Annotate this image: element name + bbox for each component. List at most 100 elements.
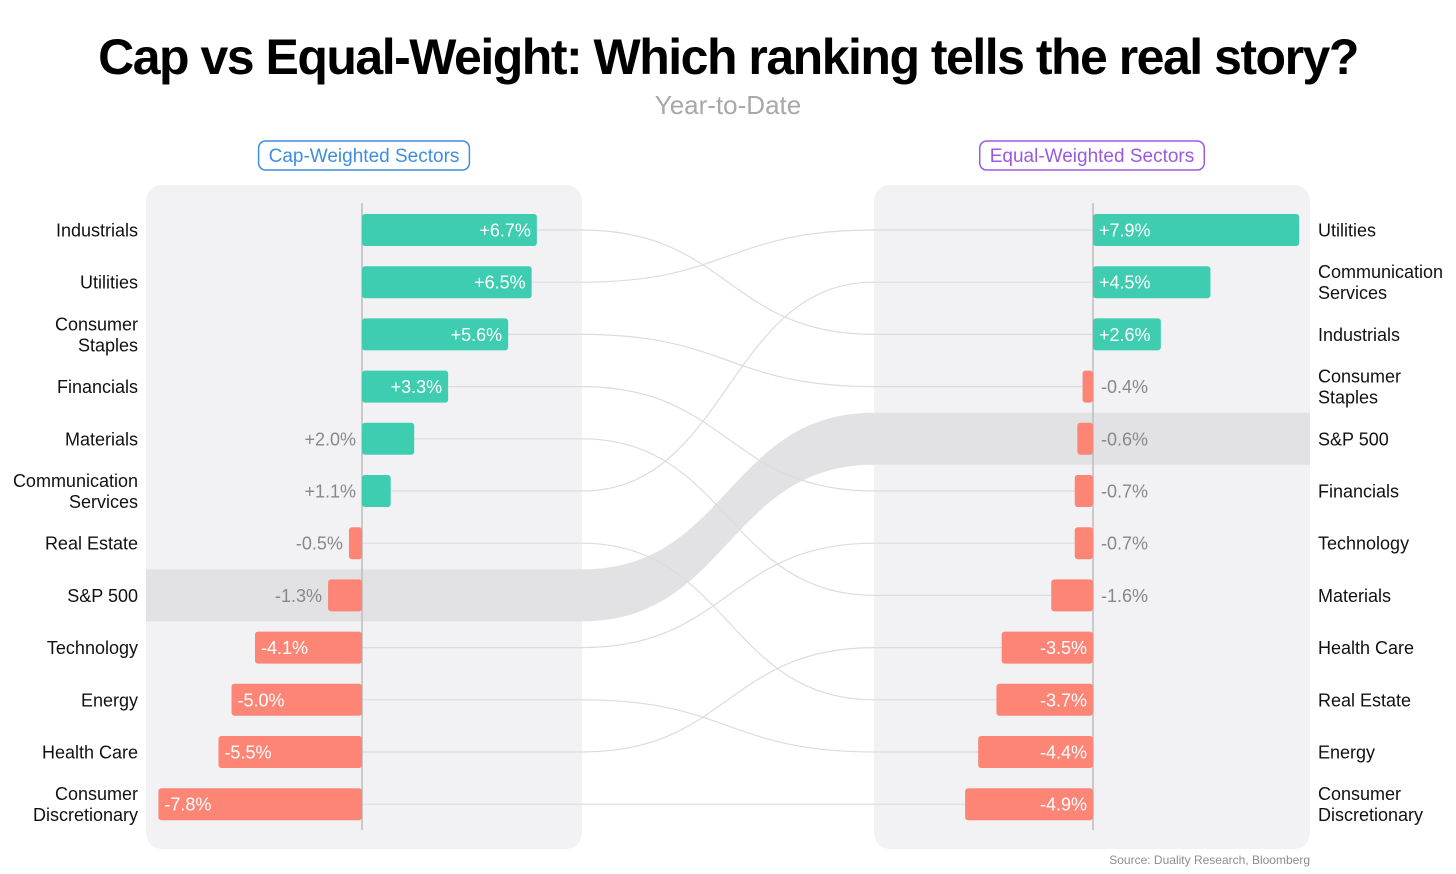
cap-real-estate-category-label: Real Estate [45, 534, 138, 554]
cap-real-estate-bar [348, 527, 362, 560]
equal-industrials-value-label: +2.6% [1099, 325, 1151, 345]
equal-technology-category-line: Technology [1318, 534, 1409, 554]
cap-weighted-header: Cap-Weighted Sectors [257, 140, 471, 171]
cap-communication-services-value-label: +1.1% [304, 482, 356, 502]
equal-industrials-category-label: Industrials [1318, 325, 1400, 345]
cap-panel-background [146, 185, 582, 849]
equal-communication-services-category-line: Communication [1318, 262, 1443, 282]
equal-technology-bar [1074, 527, 1093, 560]
cap-utilities-category-line: Utilities [80, 273, 138, 293]
cap-consumer-discretionary-category-line: Consumer [55, 784, 138, 804]
cap-energy-category-line: Energy [81, 690, 138, 710]
equal-materials-bar [1051, 579, 1093, 612]
cap-utilities-bar [362, 266, 532, 299]
equal-s-p-500-value-label: -0.6% [1101, 429, 1148, 449]
cap-health-care-category-line: Health Care [42, 743, 138, 763]
cap-industrials-value-label: +6.7% [479, 221, 531, 241]
connector-technology [362, 542, 1075, 649]
labels-layer: Cap-Weighted Sectors Equal-Weighted Secto… [13, 140, 1443, 825]
cap-consumer-discretionary-category-line: Discretionary [33, 805, 138, 825]
equal-energy-category-line: Energy [1318, 743, 1375, 763]
connector-real-estate [362, 542, 997, 701]
equal-energy-value-label: -4.4% [1040, 743, 1087, 763]
equal-health-care-category-line: Health Care [1318, 638, 1414, 658]
equal-s-p-500-bar [1077, 422, 1093, 455]
equal-communication-services-category-line: Services [1318, 283, 1387, 303]
equal-real-estate-category-label: Real Estate [1318, 690, 1411, 710]
equal-materials-category-line: Materials [1318, 586, 1391, 606]
equal-health-care-bar [1001, 631, 1093, 664]
cap-financials-value-label: +3.3% [391, 377, 443, 397]
equal-financials-category-label: Financials [1318, 482, 1399, 502]
cap-real-estate-value-label: -0.5% [296, 534, 343, 554]
equal-financials-bar [1074, 475, 1093, 507]
cap-industrials-category-label: Industrials [56, 221, 138, 241]
cap-materials-bar [362, 422, 415, 455]
cap-utilities-value-label: +6.5% [474, 273, 526, 293]
equal-communication-services-category-label: Communication Services [1318, 262, 1443, 303]
equal-consumer-discretionary-category-line: Discretionary [1318, 805, 1423, 825]
connector-energy [362, 699, 979, 753]
equal-financials-category-line: Financials [1318, 482, 1399, 502]
cap-communication-services-category-line: Services [69, 492, 138, 512]
equal-utilities-category-label: Utilities [1318, 221, 1376, 241]
cap-consumer-staples-category-label: Consumer Staples [55, 314, 138, 355]
equal-consumer-staples-category-line: Staples [1318, 388, 1378, 408]
equal-technology-value-label: -0.7% [1101, 534, 1148, 554]
connector-communication-services [390, 281, 1093, 492]
equal-materials-value-label: -1.6% [1101, 586, 1148, 606]
connector-industrials [536, 229, 1093, 335]
cap-s-p-500-value-label: -1.3% [275, 586, 322, 606]
cap-consumer-discretionary-bar [158, 788, 362, 821]
equal-utilities-bar [1093, 214, 1300, 246]
equal-communication-services-bar [1093, 266, 1211, 299]
cap-financials-category-label: Financials [57, 377, 138, 397]
equal-consumer-discretionary-category-label: Consumer Discretionary [1318, 784, 1423, 825]
connector-utilities [531, 229, 1093, 283]
equal-real-estate-value-label: -3.7% [1040, 690, 1087, 710]
cap-energy-bar [231, 683, 362, 716]
cap-s-p-500-category-line: S&P 500 [67, 586, 138, 606]
equal-panel-background [874, 185, 1310, 849]
cap-real-estate-category-line: Real Estate [45, 534, 138, 554]
cap-consumer-discretionary-value-label: -7.8% [164, 795, 211, 815]
cap-communication-services-category-line: Communication [13, 471, 138, 491]
connector-health-care [362, 647, 1002, 753]
equal-real-estate-category-line: Real Estate [1318, 690, 1411, 710]
cap-health-care-category-label: Health Care [42, 743, 138, 763]
cap-communication-services-bar [362, 475, 391, 507]
background-layer [146, 185, 1310, 849]
chart-title: Cap vs Equal-Weight: Which ranking tells… [98, 29, 1359, 85]
cap-consumer-staples-bar [362, 318, 509, 351]
source-note: Source: Duality Research, Bloomberg [1109, 853, 1310, 867]
cap-materials-category-line: Materials [65, 429, 138, 449]
equal-industrials-bar [1093, 318, 1161, 351]
equal-communication-services-value-label: +4.5% [1099, 273, 1151, 293]
cap-technology-category-label: Technology [47, 638, 138, 658]
cap-weighted-header-box [257, 140, 471, 171]
equal-consumer-staples-bar [1082, 370, 1093, 403]
cap-health-care-bar [218, 736, 362, 768]
equal-technology-category-label: Technology [1318, 534, 1409, 554]
equal-consumer-staples-value-label: -0.4% [1101, 377, 1148, 397]
cap-health-care-value-label: -5.5% [224, 743, 271, 763]
connector-materials [414, 438, 1052, 596]
cap-industrials-category-line: Industrials [56, 221, 138, 241]
cap-energy-category-label: Energy [81, 690, 138, 710]
cap-technology-category-line: Technology [47, 638, 138, 658]
connector-financials [448, 386, 1075, 492]
equal-health-care-category-label: Health Care [1318, 638, 1414, 658]
equal-consumer-discretionary-bar [965, 788, 1093, 821]
equal-weighted-header-text: Equal-Weighted Sectors [990, 146, 1195, 167]
equal-consumer-discretionary-value-label: -4.9% [1040, 795, 1087, 815]
equal-s-p-500-category-label: S&P 500 [1318, 429, 1389, 449]
equal-energy-category-label: Energy [1318, 743, 1375, 763]
cap-energy-value-label: -5.0% [238, 690, 285, 710]
equal-weighted-header: Equal-Weighted Sectors [978, 140, 1206, 171]
cap-materials-category-label: Materials [65, 429, 138, 449]
cap-materials-value-label: +2.0% [304, 429, 356, 449]
equal-utilities-value-label: +7.9% [1099, 221, 1151, 241]
equal-health-care-value-label: -3.5% [1040, 638, 1087, 658]
